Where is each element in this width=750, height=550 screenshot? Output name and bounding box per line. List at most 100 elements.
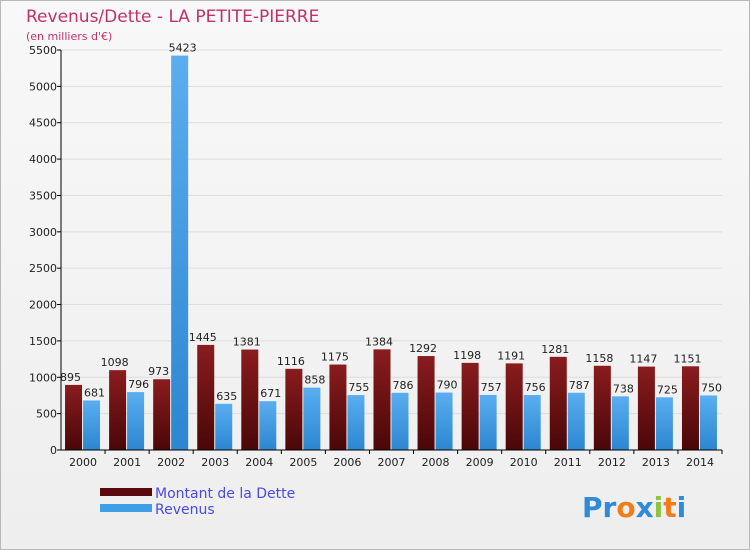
label-revenus-2007: 786 xyxy=(393,379,414,392)
tick-labels: 0 500 1000 1500 2000 2500 3000 3500 4000 4500 5000… xyxy=(29,44,723,469)
bar-dette-2004 xyxy=(241,349,259,450)
y-tick-label-1500: 1500 xyxy=(29,335,57,348)
label-dette-2002: 973 xyxy=(148,365,169,378)
label-dette-2008: 1292 xyxy=(409,342,437,355)
y-tick-label-500: 500 xyxy=(36,408,57,421)
label-dette-2003: 1445 xyxy=(189,331,217,344)
bar-revenus-2008 xyxy=(435,392,453,450)
legend-label-1: Revenus xyxy=(155,502,215,518)
legend-swatch-0 xyxy=(100,488,152,496)
label-dette-2007: 1384 xyxy=(365,335,393,348)
label-revenus-2001: 796 xyxy=(128,378,149,391)
label-revenus-2009: 757 xyxy=(481,381,502,394)
x-tick-label-2006: 2006 xyxy=(333,456,361,469)
label-dette-2004: 1381 xyxy=(233,336,261,349)
y-tick-label-5500: 5500 xyxy=(29,44,57,57)
label-dette-2005: 1116 xyxy=(277,355,305,368)
bar-dette-2000 xyxy=(65,384,83,450)
chart-subtitle: (en milliers d'€) xyxy=(26,30,112,43)
y-tick-label-3500: 3500 xyxy=(29,189,57,202)
bar-dette-2014 xyxy=(681,366,699,450)
brand-letter-0: P xyxy=(582,491,603,524)
bar-dette-2011 xyxy=(549,356,567,450)
label-dette-2006: 1175 xyxy=(321,351,349,364)
label-dette-2009: 1198 xyxy=(453,349,481,362)
label-dette-2010: 1191 xyxy=(497,349,525,362)
axes xyxy=(60,50,722,451)
x-tick-label-2010: 2010 xyxy=(510,456,538,469)
bar-dette-2010 xyxy=(505,363,523,450)
x-tick-label-2012: 2012 xyxy=(598,456,626,469)
bar-dette-2007 xyxy=(373,349,391,450)
legend-label-0: Montant de la Dette xyxy=(155,486,295,502)
y-tick-label-4500: 4500 xyxy=(29,117,57,130)
brand-logo: Proxiti xyxy=(582,491,686,524)
x-tick-label-2009: 2009 xyxy=(466,456,494,469)
bar-revenus-2011 xyxy=(567,392,585,450)
y-tick-label-2000: 2000 xyxy=(29,299,57,312)
x-tick-label-2013: 2013 xyxy=(642,456,670,469)
label-revenus-2012: 738 xyxy=(613,382,634,395)
bar-dette-2009 xyxy=(461,362,479,450)
label-dette-2012: 1158 xyxy=(585,352,613,365)
bar-dette-2008 xyxy=(417,356,435,450)
bar-dette-2003 xyxy=(197,344,215,450)
bar-revenus-2004 xyxy=(259,401,277,450)
x-tick-label-2002: 2002 xyxy=(157,456,185,469)
legend-swatch-1 xyxy=(100,504,152,512)
bar-revenus-2010 xyxy=(523,395,541,450)
y-tick-label-1000: 1000 xyxy=(29,371,57,384)
x-tick-label-2014: 2014 xyxy=(686,456,714,469)
bar-revenus-2013 xyxy=(655,397,673,450)
bar-revenus-2002 xyxy=(171,55,189,450)
x-tick-label-2005: 2005 xyxy=(289,456,317,469)
bar-dette-2012 xyxy=(593,365,611,450)
x-tick-label-2000: 2000 xyxy=(69,456,97,469)
bars xyxy=(65,55,717,450)
bar-revenus-2007 xyxy=(391,392,409,450)
brand-letter-6: i xyxy=(677,491,687,524)
chart-title: Revenus/Dette - LA PETITE-PIERRE xyxy=(26,7,319,27)
bar-dette-2001 xyxy=(109,370,127,450)
x-tick-label-2003: 2003 xyxy=(201,456,229,469)
label-dette-2011: 1281 xyxy=(541,343,569,356)
bar-dette-2013 xyxy=(637,366,655,450)
label-dette-2013: 1147 xyxy=(629,353,657,366)
bar-revenus-2006 xyxy=(347,395,365,450)
label-revenus-2013: 725 xyxy=(657,383,678,396)
brand-letter-1: r xyxy=(603,491,617,524)
label-dette-2001: 1098 xyxy=(101,356,129,369)
bar-dette-2002 xyxy=(153,379,171,450)
bar-revenus-2001 xyxy=(127,392,145,450)
y-tick-label-0: 0 xyxy=(50,444,57,457)
x-tick-label-2004: 2004 xyxy=(245,456,273,469)
label-revenus-2006: 755 xyxy=(348,381,369,394)
x-tick-label-2008: 2008 xyxy=(422,456,450,469)
label-revenus-2011: 787 xyxy=(569,379,590,392)
label-revenus-2005: 858 xyxy=(304,374,325,387)
label-revenus-2004: 671 xyxy=(260,387,281,400)
label-dette-2014: 1151 xyxy=(673,352,701,365)
y-tick-label-5000: 5000 xyxy=(29,80,57,93)
x-tick-label-2011: 2011 xyxy=(554,456,582,469)
brand-letter-5: t xyxy=(663,491,676,524)
bar-revenus-2003 xyxy=(215,403,233,450)
label-revenus-2008: 790 xyxy=(437,379,458,392)
bar-revenus-2000 xyxy=(83,400,101,450)
y-tick-label-3000: 3000 xyxy=(29,226,57,239)
label-revenus-2002: 5423 xyxy=(169,42,197,55)
bar-dette-2006 xyxy=(329,364,347,450)
bar-dette-2005 xyxy=(285,368,303,450)
label-revenus-2014: 750 xyxy=(701,381,722,394)
brand-letter-4: i xyxy=(654,491,664,524)
bar-revenus-2012 xyxy=(611,396,629,450)
bar-revenus-2005 xyxy=(303,387,321,450)
y-tick-label-4000: 4000 xyxy=(29,153,57,166)
x-tick-label-2007: 2007 xyxy=(378,456,406,469)
bar-revenus-2014 xyxy=(699,395,717,450)
x-tick-label-2001: 2001 xyxy=(113,456,141,469)
